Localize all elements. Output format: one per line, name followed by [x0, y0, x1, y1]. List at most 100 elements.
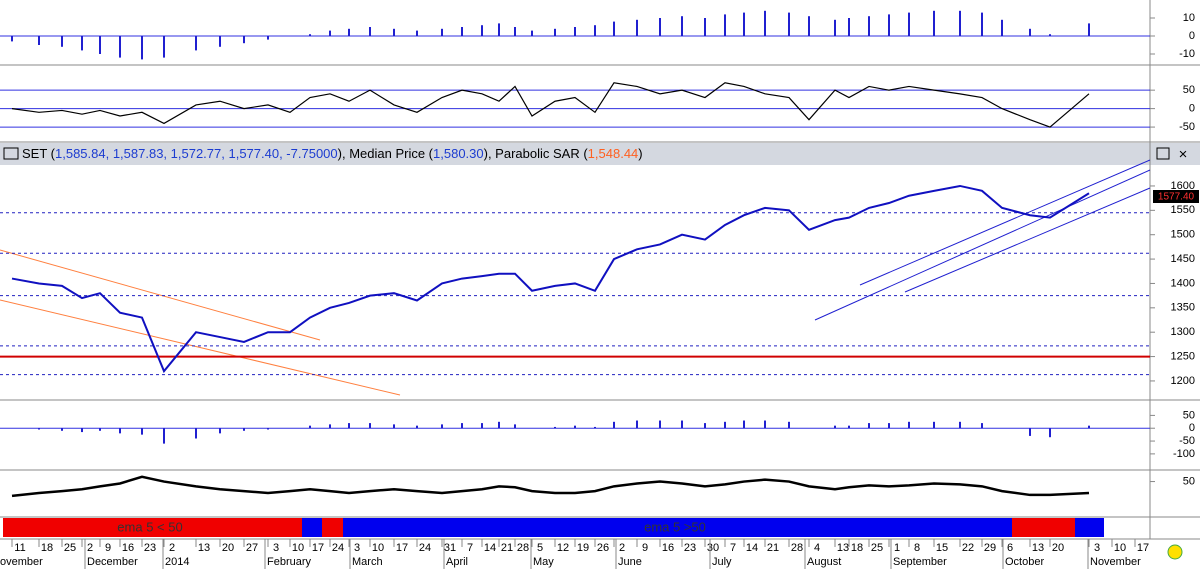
header-text: SET (1,585.84, 1,587.83, 1,572.77, 1,577…	[22, 146, 643, 161]
date-label: 3	[1094, 542, 1100, 554]
y-tick-label: -100	[1173, 448, 1195, 460]
ribbon-blue	[1075, 518, 1104, 537]
header-part: 1,548.44	[588, 146, 639, 161]
y-tick-label: 1400	[1171, 277, 1195, 289]
y-tick-label: 0	[1189, 103, 1195, 115]
y-tick-label: 0	[1189, 30, 1195, 42]
trend-lines	[814, 159, 1151, 321]
date-label: 18	[41, 542, 53, 554]
date-label: 8	[914, 542, 920, 554]
date-label: 13	[1032, 542, 1044, 554]
y-tick-label: 10	[1183, 12, 1195, 24]
y-tick-label: 50	[1183, 475, 1195, 487]
header-bar	[0, 143, 1200, 165]
y-tick-label: 50	[1183, 409, 1195, 421]
date-label: 6	[1007, 542, 1013, 554]
date-label: 29	[984, 542, 996, 554]
date-label: 11	[14, 542, 25, 554]
date-label: 25	[64, 542, 76, 554]
ribbon-label: ema 5 < 50	[117, 519, 182, 534]
indicator-line	[11, 82, 1090, 128]
y-tick-label: -10	[1179, 48, 1195, 60]
date-label: 17	[312, 542, 324, 554]
close-button[interactable]: ×	[1179, 146, 1188, 163]
header-part: 1,585.84, 1,587.83, 1,572.77, 1,577.40, …	[55, 146, 338, 161]
date-label: 28	[517, 542, 529, 554]
ribbon-red	[1012, 518, 1075, 537]
date-label: 20	[222, 542, 234, 554]
date-label: 13	[198, 542, 210, 554]
ribbon-red	[322, 518, 343, 537]
date-label: 17	[1137, 542, 1149, 554]
date-label: 15	[936, 542, 948, 554]
date-label: 3	[273, 542, 279, 554]
date-label: 10	[1114, 542, 1126, 554]
y-tick-label: 1200	[1171, 375, 1195, 387]
month-label: December	[87, 556, 138, 568]
ribbon-label: ema 5 >50	[644, 519, 706, 534]
y-tick-label: 1600	[1171, 180, 1195, 192]
date-label: 22	[962, 542, 974, 554]
date-label: 20	[1052, 542, 1064, 554]
date-label: 7	[467, 542, 473, 554]
month-label: 2014	[165, 556, 189, 568]
date-label: 1	[894, 542, 900, 554]
ribbon-red	[3, 518, 302, 537]
header-part: ), Parabolic SAR (	[484, 146, 589, 161]
window-icon	[3, 147, 19, 160]
date-label: 10	[292, 542, 304, 554]
y-tick-label: 1550	[1171, 204, 1195, 216]
date-label: 14	[484, 542, 496, 554]
price-line	[11, 184, 1090, 374]
date-label: 16	[122, 542, 134, 554]
date-label: 21	[767, 542, 779, 554]
date-label: 9	[105, 542, 111, 554]
y-tick-label: -50	[1179, 121, 1195, 133]
y-tick-label: 0	[1189, 422, 1195, 434]
date-label: 26	[597, 542, 609, 554]
date-label: 5	[537, 542, 543, 554]
ribbon-blue	[302, 518, 322, 537]
month-label: September	[893, 556, 947, 568]
date-label: 2	[169, 542, 175, 554]
date-label: 25	[871, 542, 883, 554]
month-label: November	[1090, 556, 1141, 568]
header-part: ), Median Price (	[338, 146, 434, 161]
date-label: 23	[684, 542, 696, 554]
date-label: 19	[577, 542, 589, 554]
month-label: February	[267, 556, 312, 568]
date-label: 21	[501, 542, 513, 554]
month-label: ovember	[0, 556, 43, 568]
y-tick-label: 50	[1183, 84, 1195, 96]
date-label: 10	[372, 542, 384, 554]
date-label: 28	[791, 542, 803, 554]
month-label: June	[618, 556, 642, 568]
indicator-line	[11, 475, 1090, 498]
month-label: April	[446, 556, 468, 568]
date-label: 27	[246, 542, 258, 554]
date-label: 31	[444, 542, 456, 554]
status-icon[interactable]	[1167, 544, 1183, 560]
date-label: 24	[332, 542, 344, 554]
date-label: 3	[354, 542, 360, 554]
date-label: 30	[707, 542, 719, 554]
ribbon-blue	[343, 518, 1012, 537]
month-label: March	[352, 556, 383, 568]
last-price-box	[1153, 190, 1199, 203]
date-label: 24	[419, 542, 431, 554]
month-label: May	[533, 556, 554, 568]
y-tick-label: 1350	[1171, 302, 1195, 314]
header-part: SET (	[22, 146, 56, 161]
date-label: 4	[814, 542, 820, 554]
month-label: August	[807, 556, 841, 568]
date-label: 7	[730, 542, 736, 554]
last-price-label: 1577.40	[1158, 192, 1195, 203]
date-label: 2	[87, 542, 93, 554]
maximize-button[interactable]	[1156, 147, 1170, 160]
trend-line	[0, 299, 401, 396]
month-label: October	[1005, 556, 1044, 568]
date-label: 23	[144, 542, 156, 554]
date-label: 16	[662, 542, 674, 554]
